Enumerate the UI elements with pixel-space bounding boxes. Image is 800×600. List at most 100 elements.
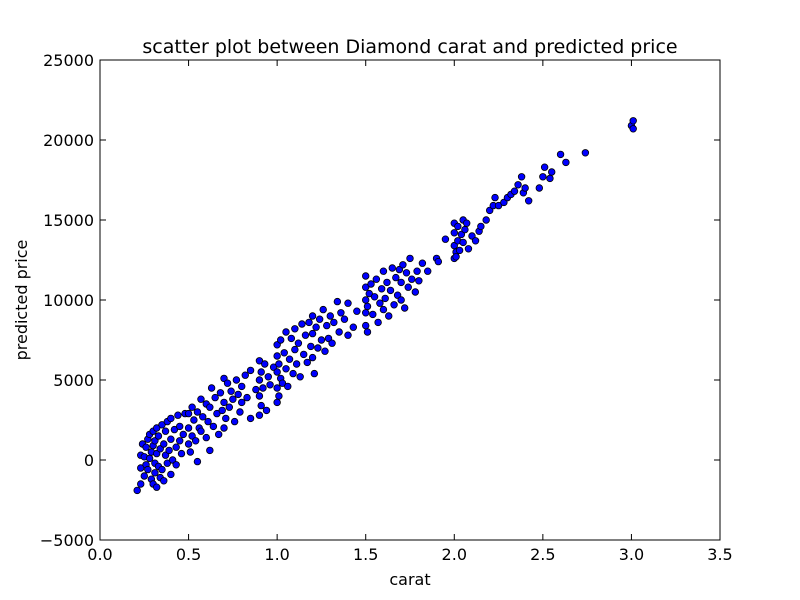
scatter-point xyxy=(581,149,590,157)
scatter-point xyxy=(308,312,317,320)
scatter-point xyxy=(362,283,370,291)
y-tick-label: 0 xyxy=(84,451,94,470)
scatter-point xyxy=(344,299,352,307)
scatter-point xyxy=(287,334,296,343)
scatter-point xyxy=(193,457,202,466)
scatter-point xyxy=(540,163,549,171)
scatter-point xyxy=(310,369,319,378)
scatter-point xyxy=(184,424,193,432)
plot-frame xyxy=(99,59,721,541)
scatter-point xyxy=(225,403,234,411)
scatter-point xyxy=(335,328,343,336)
scatter-point xyxy=(363,328,372,336)
scatter-point xyxy=(280,349,288,357)
scatter-point xyxy=(300,350,308,359)
scatter-point xyxy=(314,344,322,352)
scatter-point xyxy=(137,464,145,472)
scatter-point xyxy=(186,448,195,456)
scatter-point xyxy=(319,305,327,314)
scatter-point xyxy=(390,301,398,309)
scatter-point xyxy=(273,398,281,407)
scatter-point xyxy=(370,293,379,301)
scatter-point xyxy=(227,387,235,395)
scatter-point xyxy=(176,437,184,445)
scatter-point xyxy=(450,229,458,237)
scatter-point xyxy=(408,275,416,283)
scatter-point xyxy=(190,416,198,424)
scatter-point xyxy=(629,125,637,133)
scatter-point xyxy=(517,173,526,181)
scatter-point xyxy=(385,312,393,320)
scatter-point xyxy=(491,193,499,202)
scatter-point xyxy=(214,430,223,439)
y-tick-label: 25000 xyxy=(43,51,94,70)
scatter-point xyxy=(218,406,226,415)
scatter-point xyxy=(404,283,412,291)
scatter-point xyxy=(459,238,467,247)
scatter-point xyxy=(252,385,260,394)
scatter-point xyxy=(278,379,287,387)
scatter-point xyxy=(315,315,324,323)
scatter-point xyxy=(312,323,320,331)
scatter-point xyxy=(514,181,522,189)
scatter-point xyxy=(266,381,274,389)
scatter-point xyxy=(548,168,556,176)
scatter-point xyxy=(374,318,382,327)
scatter-point xyxy=(462,219,471,227)
scatter-point xyxy=(539,173,547,181)
scatter-point xyxy=(243,393,251,402)
scatter-point xyxy=(344,331,352,339)
scatter-point xyxy=(241,371,249,379)
scatter-point xyxy=(333,297,342,306)
scatter-point xyxy=(275,360,283,368)
scatter-point xyxy=(230,417,239,426)
scatter-point xyxy=(379,267,388,275)
scatter-point xyxy=(255,411,264,419)
y-tick-label: 20000 xyxy=(43,131,94,150)
y-axis-ticks: −5000 0 5000 10000 15000 20000 25000 xyxy=(40,51,720,550)
scatter-point xyxy=(406,254,414,263)
scatter-point xyxy=(276,336,285,344)
scatter-point xyxy=(307,342,315,351)
scatter-point xyxy=(232,376,241,384)
scatter-point xyxy=(294,339,303,347)
scatter-point xyxy=(362,309,370,317)
scatter-point xyxy=(204,417,212,426)
scatter-point xyxy=(562,158,570,167)
scatter-point xyxy=(524,197,533,205)
scatter-point xyxy=(191,437,200,445)
scatter-point xyxy=(174,411,182,419)
scatter-point xyxy=(184,440,193,448)
scatter-point xyxy=(381,294,389,303)
scatter-point xyxy=(362,272,370,280)
scatter-point xyxy=(275,392,283,400)
scatter-point xyxy=(411,288,420,296)
scatter-point xyxy=(556,150,565,159)
x-tick-label: 1.5 xyxy=(353,545,378,564)
scatter-point xyxy=(202,433,210,442)
scatter-point xyxy=(259,384,267,392)
y-tick-label: 15000 xyxy=(43,211,94,230)
scatter-point xyxy=(257,401,265,410)
scatter-point xyxy=(296,373,304,381)
scatter-point xyxy=(305,318,313,327)
chart-title: scatter plot between Diamond carat and p… xyxy=(142,36,677,58)
scatter-point xyxy=(209,422,218,431)
scatter-point xyxy=(546,174,554,183)
scatter-point xyxy=(154,432,163,440)
scatter-point xyxy=(376,299,384,307)
scatter-point xyxy=(434,257,443,266)
scatter-point xyxy=(397,296,405,304)
scatter-point xyxy=(282,328,290,336)
scatter-point xyxy=(379,305,388,314)
scatter-point xyxy=(193,408,202,416)
scatter-point xyxy=(328,339,336,347)
scatter-point xyxy=(165,446,173,455)
scatter-point xyxy=(223,379,232,387)
scatter-point xyxy=(176,422,184,431)
scatter-point xyxy=(471,237,480,245)
scatter-point xyxy=(337,309,345,317)
scatter-point xyxy=(167,470,175,479)
scatter-point xyxy=(521,184,529,192)
